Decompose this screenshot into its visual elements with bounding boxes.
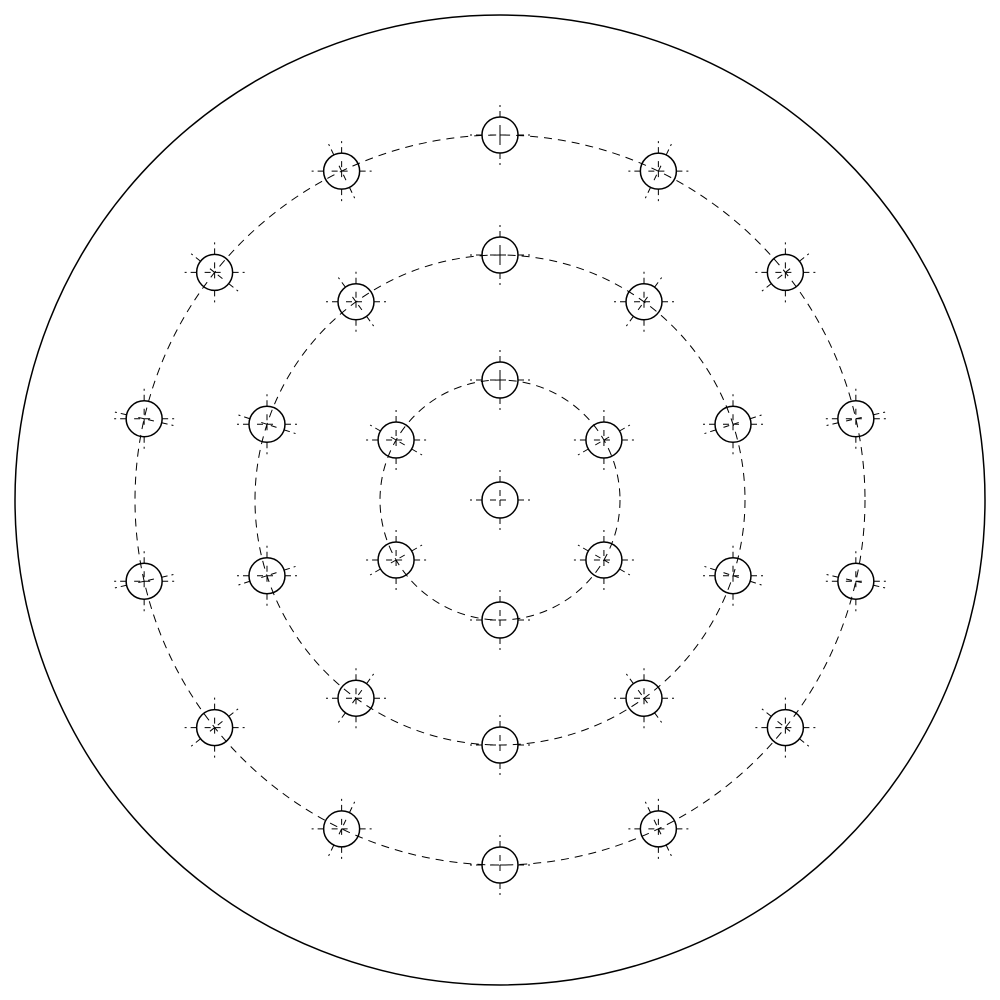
bolt-circle-diagram — [0, 0, 1000, 1000]
